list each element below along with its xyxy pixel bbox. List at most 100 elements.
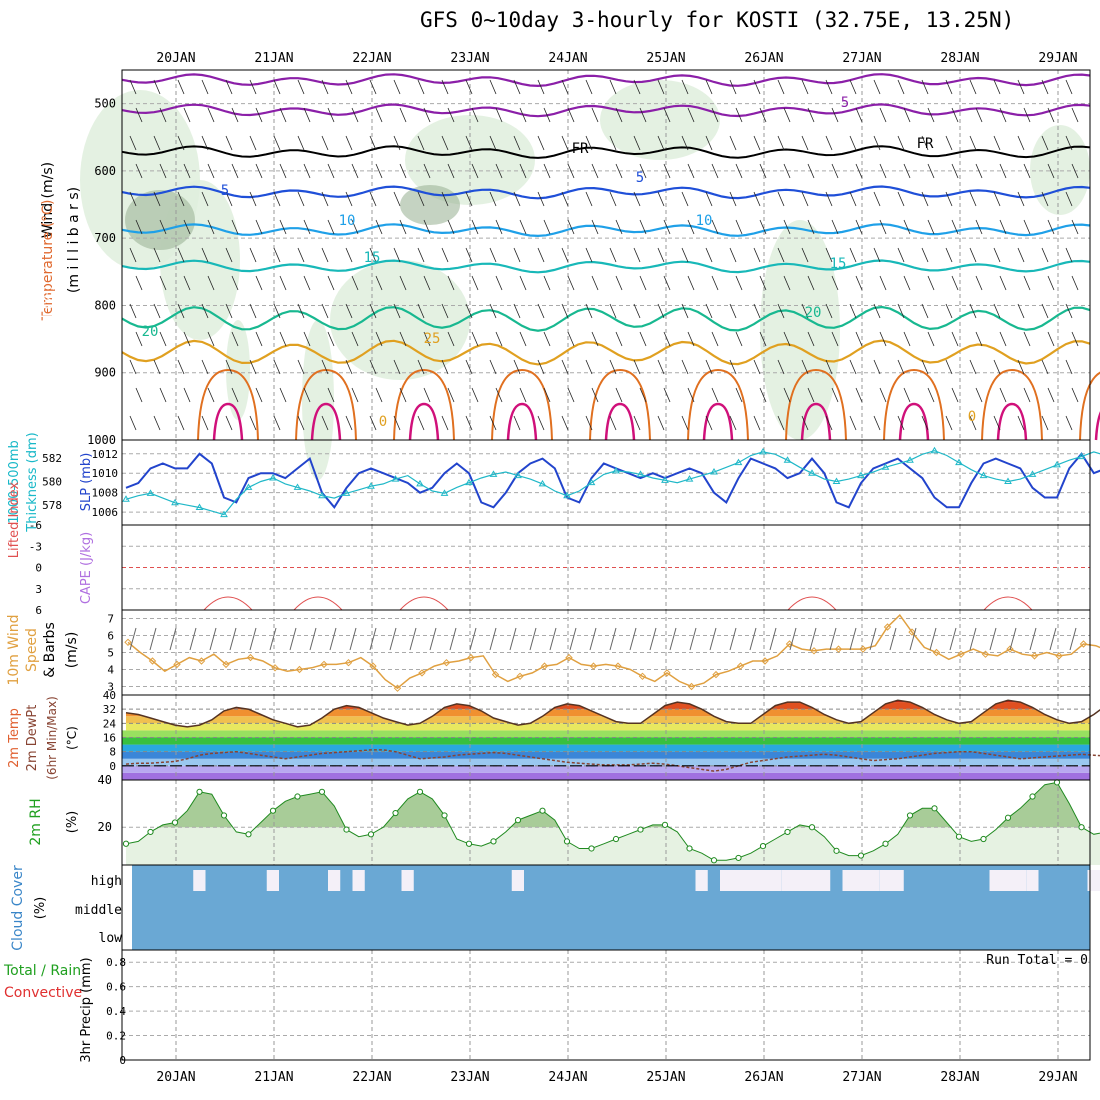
thickness-point <box>465 478 473 486</box>
ylabel-thickness-1: 1000-500mb <box>7 440 22 524</box>
wind-barb <box>489 79 497 95</box>
wind-barb <box>657 135 665 151</box>
wind-barb <box>417 79 425 95</box>
wind-barb <box>297 303 305 319</box>
cloud-gap-7 <box>720 870 745 891</box>
slp-tick-1006: 1006 <box>92 506 119 519</box>
wind-barb <box>519 163 527 179</box>
wind-barb <box>129 135 137 151</box>
wind-barb <box>681 79 689 95</box>
wind-barb <box>393 247 401 263</box>
wind-barb <box>807 331 815 347</box>
wind-barb <box>345 135 353 151</box>
wind-barb <box>297 247 305 263</box>
wind-barb <box>543 331 551 347</box>
rh-point <box>367 831 375 838</box>
sfc-contour-magenta-9 <box>1094 411 1100 441</box>
rh-point <box>196 788 203 795</box>
wind-barb <box>975 163 983 179</box>
wind10-line <box>127 613 1100 690</box>
wind-barb <box>249 415 257 431</box>
wind-barb <box>753 79 761 95</box>
rh-point <box>759 843 767 850</box>
isotherm--10 <box>121 73 1091 88</box>
wind-barb <box>417 415 425 431</box>
rh-shading-5 <box>760 220 840 440</box>
wind-barb <box>249 79 257 95</box>
wind10-barb <box>429 627 437 651</box>
wind-barb <box>561 79 569 95</box>
wind-barb <box>993 135 1001 151</box>
wind-barb <box>873 303 881 319</box>
wind-barb <box>537 191 545 207</box>
wind-barb <box>855 219 863 235</box>
wind-barb <box>231 387 239 403</box>
wind10-barb <box>309 627 317 651</box>
wind-barb <box>993 191 1001 207</box>
thickness-point <box>1004 477 1012 484</box>
rh-shading-3 <box>405 115 535 205</box>
wind-barb <box>327 163 335 179</box>
ylabel-temperature: Temperature (°C) <box>40 200 56 322</box>
wind-barb <box>777 135 785 151</box>
sfc-contour-orange-4 <box>589 368 651 441</box>
wind-barb <box>1071 219 1079 235</box>
wind-barb <box>591 107 599 123</box>
wind-barb <box>153 415 161 431</box>
cloud-gap-12 <box>989 870 1014 891</box>
wind10-barb <box>1069 627 1077 651</box>
wind-barb <box>129 247 137 263</box>
wind-barb <box>153 359 161 375</box>
wind-barb <box>777 415 785 431</box>
wind-barb <box>447 331 455 347</box>
wind10-barb <box>949 627 957 651</box>
wind10-barb <box>629 627 637 651</box>
wind-barb <box>225 303 233 319</box>
cloud-gap-0 <box>193 870 206 891</box>
x-tick-bottom-22JAN: 22JAN <box>352 1070 391 1085</box>
wind-barb <box>135 107 143 123</box>
wind-barb <box>855 163 863 179</box>
wind-barb <box>135 163 143 179</box>
wind-barb <box>615 275 623 291</box>
wind-barb <box>1047 163 1055 179</box>
wind-barb <box>927 107 935 123</box>
wind-barb <box>711 163 719 179</box>
wind-barb <box>273 79 281 95</box>
wind-barb <box>471 387 479 403</box>
wind10-point <box>638 672 647 681</box>
wind10-barb <box>849 627 857 651</box>
wind-barb <box>729 191 737 207</box>
wind-barb <box>129 303 137 319</box>
sfc-contour-magenta-2 <box>408 402 440 441</box>
temp-band-3 <box>122 751 1090 759</box>
wind-barb <box>951 275 959 291</box>
wind-barb <box>513 303 521 319</box>
wind-barb <box>897 79 905 95</box>
isotherm-label-5: 10 <box>339 213 356 229</box>
wind-barb <box>879 331 887 347</box>
wind10-point <box>810 647 818 655</box>
wind-barb <box>369 79 377 95</box>
wind-barb <box>441 79 449 95</box>
li-tick-0: -6 <box>29 519 42 532</box>
rh-point <box>563 838 571 845</box>
wind-barb <box>447 163 455 179</box>
wind10-barb <box>569 627 577 651</box>
wind10-barb <box>229 627 237 651</box>
wind-barb <box>303 275 311 291</box>
wind-barb <box>1017 247 1025 263</box>
wind10-tick-3: 3 <box>107 681 114 694</box>
wind10-point <box>148 657 157 665</box>
wind-barb <box>849 303 857 319</box>
wind-barb <box>471 331 479 347</box>
wind-barb <box>633 303 641 319</box>
wind-barb <box>159 331 167 347</box>
x-tick-bottom-20JAN: 20JAN <box>156 1070 195 1085</box>
wind-barb <box>1065 359 1073 375</box>
wind-barb <box>903 219 911 235</box>
rh-point <box>122 840 130 847</box>
wind-barb <box>399 275 407 291</box>
wind10-point <box>197 657 206 665</box>
